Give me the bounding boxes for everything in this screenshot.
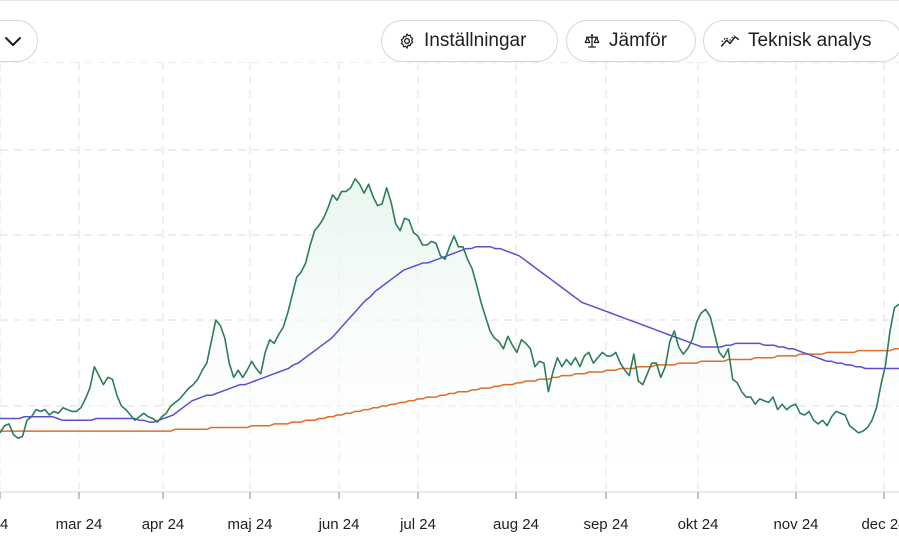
x-axis-tick-label: sep 24 — [583, 516, 628, 533]
x-axis-tick-label: jun 24 — [318, 516, 360, 533]
moving-average-short-line — [0, 246, 899, 423]
trend-line-icon — [720, 32, 740, 50]
x-axis-tick-label: okt 24 — [678, 516, 719, 533]
scales-icon — [583, 32, 601, 50]
moving-average-long-line — [0, 348, 899, 432]
settings-button[interactable]: Inställningar — [381, 20, 558, 62]
x-axis-tick-label: aug 24 — [493, 516, 539, 533]
price-chart[interactable]: 24 mar 24 apr 24 maj 24 jun 24 jul 24 aug 24 se… — [0, 62, 899, 543]
x-axis-tick-label: nov 24 — [773, 516, 818, 533]
compare-button[interactable]: Jämför — [566, 20, 696, 62]
technical-analysis-label: Teknisk analys — [748, 30, 872, 51]
compare-label: Jämför — [609, 30, 668, 51]
period-dropdown-button[interactable] — [0, 20, 38, 62]
chevron-down-icon — [3, 31, 23, 51]
x-axis-tick-label: jul 24 — [399, 516, 436, 533]
x-axis-tick-label: maj 24 — [227, 516, 272, 533]
x-axis-tick-label: 24 — [0, 516, 8, 533]
top-divider — [0, 0, 899, 1]
settings-label: Inställningar — [424, 30, 527, 51]
price-line — [0, 178, 899, 439]
x-axis-tick-label: mar 24 — [56, 516, 103, 533]
technical-analysis-button[interactable]: Teknisk analys — [703, 20, 899, 62]
x-axis-tick-label: apr 24 — [142, 516, 185, 533]
x-axis-tick-label: dec 24 — [861, 516, 899, 533]
gear-icon — [398, 32, 416, 50]
price-area — [0, 178, 899, 493]
